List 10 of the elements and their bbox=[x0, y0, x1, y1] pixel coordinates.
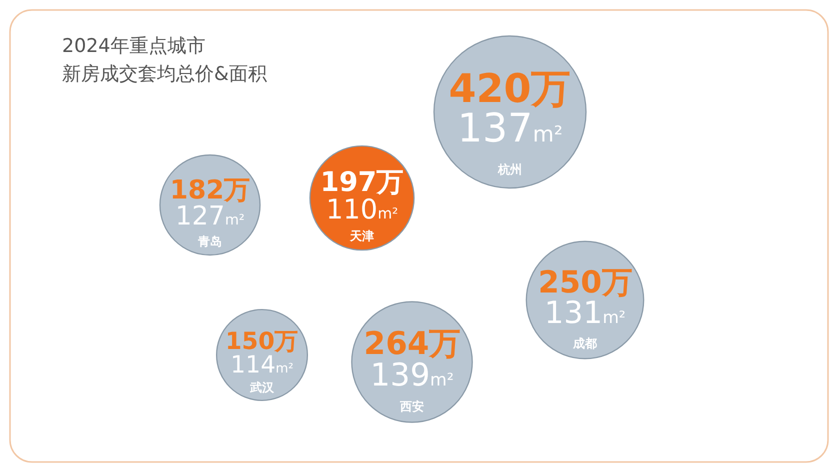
category-label: 西安 bbox=[399, 400, 424, 414]
category-label: 天津 bbox=[349, 228, 374, 243]
text: 2024年重点城市 bbox=[62, 35, 206, 57]
text: 新房成交套均总价&面积 bbox=[62, 63, 267, 85]
category-label: 武汉 bbox=[249, 380, 275, 395]
category-label: 杭州 bbox=[497, 162, 522, 176]
category-label: 成都 bbox=[572, 336, 597, 350]
data-label: 420万 bbox=[448, 66, 572, 112]
data-label: 150万 bbox=[225, 327, 299, 356]
category-label: 青岛 bbox=[197, 234, 222, 248]
